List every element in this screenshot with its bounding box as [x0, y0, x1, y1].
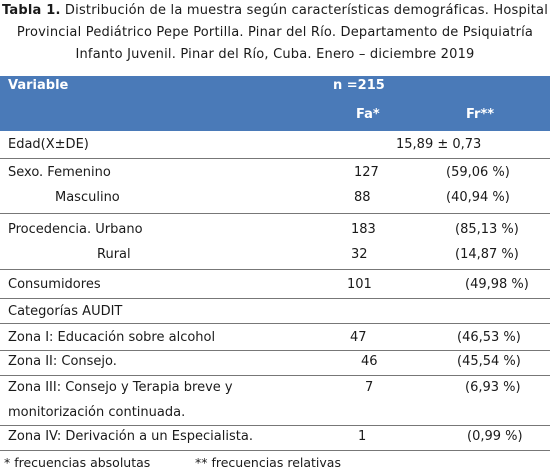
row-divider [0, 425, 550, 426]
row-divider [0, 323, 550, 324]
row-zona1-fr: (46,53 %) [457, 330, 521, 345]
row-consumidores-fa: 101 [347, 277, 372, 292]
row-femenino-fa: 127 [354, 165, 379, 180]
row-zona2-fa: 46 [361, 354, 378, 369]
header-fr: Fr** [466, 107, 495, 122]
header-variable: Variable [8, 78, 69, 93]
row-zona3-fr: (6,93 %) [465, 380, 521, 395]
row-femenino-fr: (59,06 %) [446, 165, 510, 180]
row-consumidores-fr: (49,98 %) [465, 277, 529, 292]
header-n: n =215 [333, 78, 385, 93]
row-edad-value: 15,89 ± 0,73 [396, 137, 482, 152]
row-zona4-label: Zona IV: Derivación a un Especialista. [8, 429, 253, 444]
row-zona2-fr: (45,54 %) [457, 354, 521, 369]
header-fa: Fa* [356, 107, 380, 122]
row-femenino-label: Sexo. Femenino [8, 165, 111, 180]
caption-line-2: Provincial Pediátrico Pepe Portilla. Pin… [16, 25, 534, 40]
row-urbano-label: Procedencia. Urbano [8, 222, 143, 237]
caption-line-1: Tabla 1. Distribución de la muestra segú… [0, 0, 550, 22]
row-rural-fa: 32 [351, 247, 368, 262]
row-divider [0, 350, 550, 351]
table-bottom-rule [0, 450, 550, 451]
row-zona3-fa: 7 [365, 380, 374, 395]
table-caption: Tabla 1. Distribución de la muestra segú… [0, 0, 550, 66]
row-divider [0, 375, 550, 376]
row-audit-label: Categorías AUDIT [8, 304, 123, 319]
row-masculino-label: Masculino [55, 190, 120, 205]
row-zona4-fa: 1 [358, 429, 367, 444]
row-zona1-label: Zona I: Educación sobre alcohol [8, 330, 216, 345]
row-divider [0, 298, 550, 299]
caption-label: Tabla 1. [1, 3, 61, 18]
row-zona3-label-a: Zona III: Consejo y Terapia breve y [8, 380, 233, 395]
row-rural-label: Rural [97, 247, 131, 262]
row-urbano-fr: (85,13 %) [455, 222, 519, 237]
row-masculino-fr: (40,94 %) [446, 190, 510, 205]
row-divider [0, 269, 550, 270]
caption-text-1: Distribución de la muestra según caracte… [64, 3, 549, 18]
row-divider [0, 213, 550, 214]
row-edad-label: Edad(X±DE) [8, 137, 89, 152]
row-zona1-fa: 47 [350, 330, 367, 345]
caption-line-3: Infanto Juvenil. Pinar del Río, Cuba. En… [75, 47, 475, 62]
row-zona2-label: Zona II: Consejo. [8, 354, 117, 369]
footnote-absolute: * frecuencias absolutas [4, 455, 151, 470]
row-zona4-fr: (0,99 %) [467, 429, 523, 444]
row-urbano-fa: 183 [351, 222, 376, 237]
footnote-relative: ** frecuencias relativas [195, 455, 341, 470]
row-masculino-fa: 88 [354, 190, 371, 205]
row-divider [0, 158, 550, 159]
table-header: Variable n =215 Fa* Fr** [0, 76, 550, 131]
row-rural-fr: (14,87 %) [455, 247, 519, 262]
row-zona3-label-b: monitorización continuada. [8, 405, 186, 420]
row-consumidores-label: Consumidores [8, 277, 101, 292]
